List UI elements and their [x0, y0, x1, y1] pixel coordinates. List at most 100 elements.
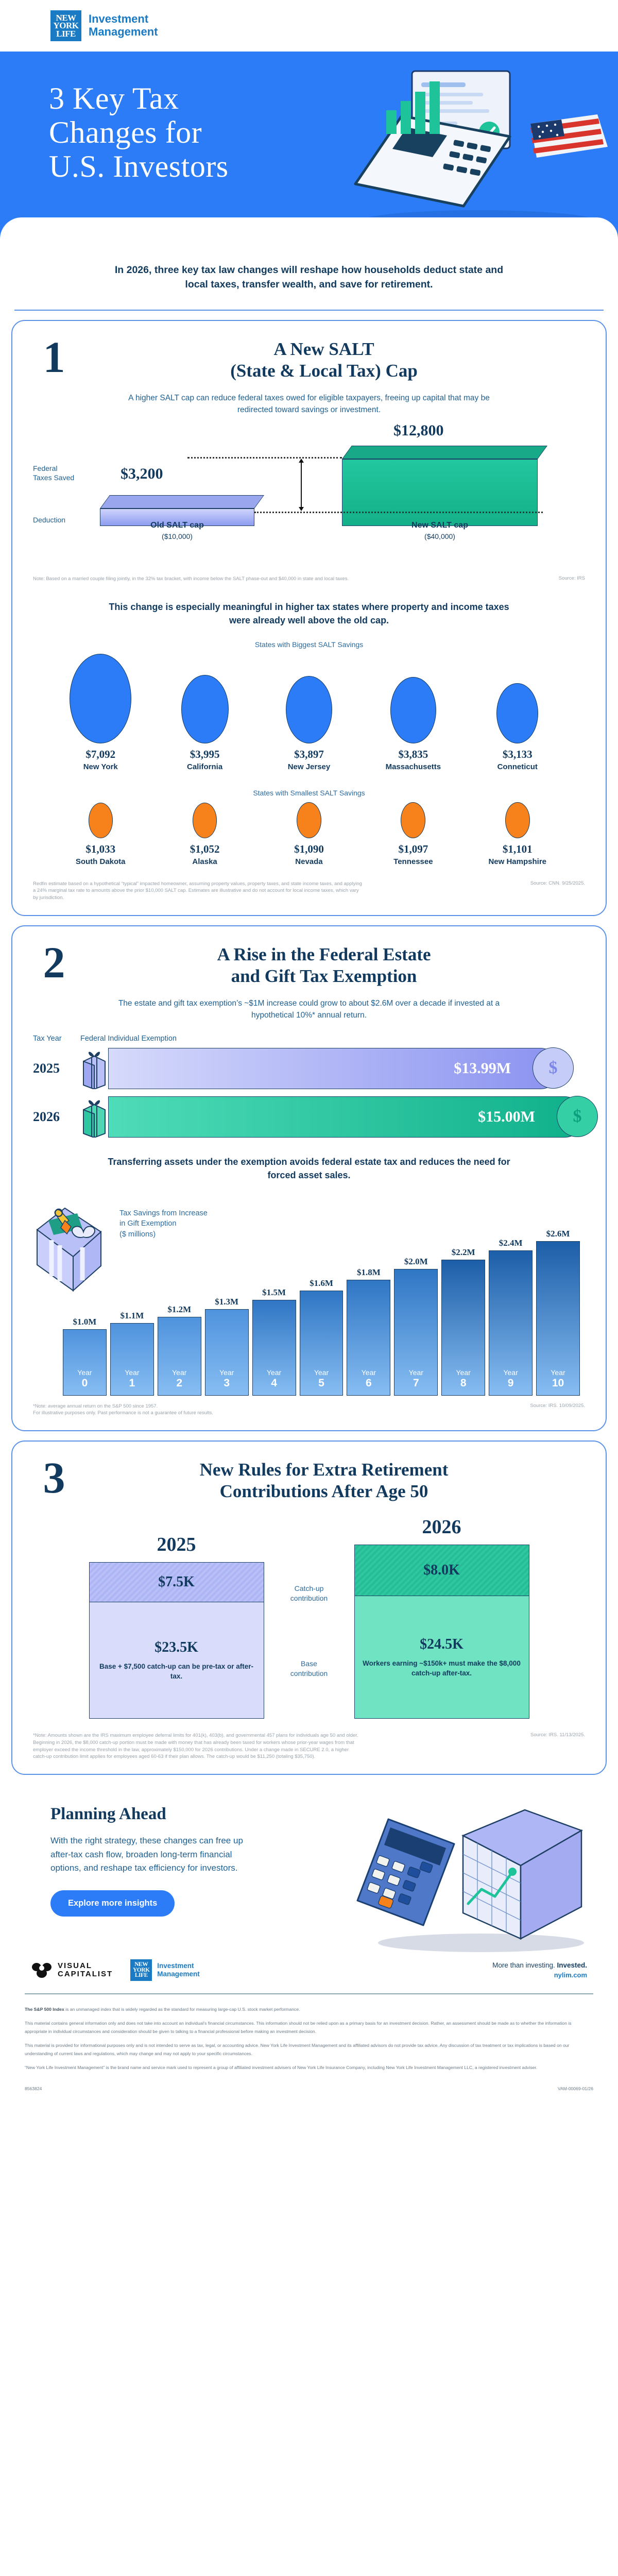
hero-bottom-curve: [0, 217, 618, 247]
coin-icon-teal: $: [557, 1096, 598, 1138]
tick-word: Year: [77, 1368, 92, 1377]
gift-box-icon-teal: [83, 1100, 106, 1138]
gift-chart-bar-tick: Year 9: [489, 1368, 532, 1390]
old-salt-cap-amount: ($10,000): [162, 532, 193, 541]
state-bubble-name: Massachusetts: [385, 762, 441, 771]
gift-chart-bar-column: $2.6M Year 10: [536, 1210, 580, 1396]
section-3-retirement-contributions: 3 New Rules for Extra Retirement Contrib…: [11, 1440, 607, 1775]
gift-chart-bar: Year 3: [204, 1309, 249, 1396]
new-salt-cap-amount: ($40,000): [424, 532, 455, 541]
section-1-source: Source: IRS: [558, 575, 585, 582]
old-salt-cap-label: Old SALT cap ($10,000): [100, 521, 254, 540]
section-2-source: Source: IRS. 10/09/2025.: [530, 1402, 585, 1409]
section-3-footnote: *Note: Amounts shown are the IRS maximum…: [33, 1733, 358, 1760]
estate-row-2025: 2025 $13.99M $: [33, 1047, 585, 1090]
new-salt-cap-label-text: New SALT cap: [411, 521, 468, 530]
section-2-title: A Rise in the Federal Estate and Gift Ta…: [83, 944, 585, 987]
gift-chart-bar-column: $1.2M Year 2: [157, 1210, 201, 1396]
open-gift-box-with-keys-icon: [36, 1207, 102, 1292]
gift-chart-bar: Year 5: [299, 1290, 344, 1396]
tick-number: 7: [413, 1377, 419, 1389]
salt-comparison-chart: Federal Taxes Saved Deduction $3,200 $12…: [33, 422, 585, 541]
estate-col-tax-year: Tax Year: [33, 1035, 62, 1043]
state-bubble-shape: [88, 803, 113, 838]
tick-number: 6: [366, 1377, 372, 1389]
state-bubble-name: Nevada: [295, 857, 323, 866]
section-1-subtitle: A higher SALT cap can reduce federal tax…: [128, 393, 490, 414]
gift-chart-bar-tick: Year 5: [300, 1368, 343, 1390]
section-1-note: Note: Based on a married couple filing j…: [33, 576, 349, 582]
intro-divider: [14, 309, 604, 311]
state-bubble-item: $1,033 South Dakota: [59, 803, 142, 866]
page-title: 3 Key Tax Changes for U.S. Investors: [49, 81, 229, 183]
gift-chart-bar-tick: Year 0: [63, 1368, 106, 1390]
gift-chart-bar-column: $2.2M Year 8: [441, 1210, 486, 1396]
intro-paragraph: In 2026, three key tax law changes will …: [114, 264, 504, 291]
state-bubble-name: Alaska: [192, 857, 217, 866]
state-bubble-value: $7,092: [85, 748, 116, 760]
gift-chart-bar: Year 10: [536, 1241, 580, 1396]
section-3-title: New Rules for Extra Retirement Contribut…: [83, 1459, 585, 1502]
section-3-number: 3: [43, 1453, 65, 1503]
gift-chart-bar: Year 1: [110, 1323, 154, 1396]
footer-tagline-plain: More than investing.: [492, 1961, 557, 1970]
section-2-subtitle: The estate and gift tax exemption’s ~$1M…: [118, 998, 500, 1020]
section-2-note-line-2: For illustrative purposes only. Past per…: [33, 1410, 213, 1416]
retirement-stacked-chart: 2025 $7.5K $23.5K Base + $7,500 catch-up…: [33, 1516, 585, 1719]
footer-nyl-logo: NEW YORK LIFE Investment Management: [130, 1959, 200, 1981]
gift-chart-bar: Year 4: [252, 1299, 296, 1396]
gift-chart-bar-label: $2.4M: [499, 1238, 523, 1248]
page-title-line-3: U.S. Investors: [49, 149, 229, 183]
state-bubble-item: $1,101 New Hampshire: [476, 802, 559, 866]
state-bubble-name: New Jersey: [287, 762, 331, 771]
retirement-center-labels: Catch-up contribution Base contribution: [264, 1541, 354, 1719]
brand-wordmark-line-1: Investment: [89, 12, 149, 26]
tick-word: Year: [551, 1368, 565, 1377]
state-bubble-name: California: [186, 762, 223, 771]
gift-box-icon-purple: [83, 1052, 106, 1090]
disclaimer-1-lead: The S&P 500 Index: [25, 2007, 64, 2012]
base-value-2026: $24.5K: [420, 1636, 464, 1653]
estate-row-2026: 2026 $15.00M $: [33, 1096, 598, 1138]
footer-nyl-mark: NEW YORK LIFE: [130, 1959, 152, 1981]
footer-tagline: More than investing. Invested.: [492, 1961, 587, 1969]
planning-illustration-calculator-chart: [356, 1809, 584, 1953]
state-bubble-value: $1,033: [85, 842, 116, 855]
section-2-note: *Note: average annual return on the S&P …: [33, 1403, 213, 1417]
footer-url[interactable]: nylim.com: [554, 1971, 587, 1979]
section-2-number: 2: [43, 937, 65, 987]
gift-chart-bar: Year 7: [394, 1268, 438, 1396]
gift-chart-bar-column: $1.5M Year 4: [252, 1210, 296, 1396]
state-bubble-shape: [181, 674, 229, 743]
tick-word: Year: [266, 1368, 282, 1377]
estate-col-exemption: Federal Individual Exemption: [80, 1035, 177, 1043]
gift-chart-bar-label: $1.5M: [262, 1287, 286, 1297]
gift-chart-bar-tick: Year 7: [394, 1368, 437, 1390]
gift-chart-bar-label: $1.8M: [356, 1267, 381, 1277]
gift-chart-bar-label: $1.0M: [73, 1316, 97, 1327]
base-value-2025: $23.5K: [154, 1639, 198, 1656]
explore-more-insights-button[interactable]: Explore more insights: [50, 1890, 175, 1917]
base-note-2025: Base + $7,500 catch-up can be pre-tax or…: [99, 1663, 253, 1680]
section-2-emphasis: Transferring assets under the exemption …: [108, 1157, 510, 1181]
section-1-note-row: Note: Based on a married couple filing j…: [33, 575, 585, 583]
section-2-estate-gift-exemption: 2 A Rise in the Federal Estate and Gift …: [11, 925, 607, 1432]
tick-number: 1: [129, 1377, 135, 1389]
state-bubble-value: $1,101: [502, 842, 533, 855]
disclaimer-1-rest: is an unmanaged index that is widely reg…: [64, 2007, 300, 2012]
base-label-line-2: contribution: [290, 1669, 328, 1677]
gift-chart-bar-label: $1.1M: [120, 1310, 144, 1320]
section-3-title-line-1: New Rules for Extra Retirement: [199, 1460, 449, 1480]
catchup-segment-2026: $8.0K: [354, 1545, 529, 1597]
section-1-title-line-2: (State & Local Tax) Cap: [230, 360, 418, 381]
footer-nyl-line-2: Management: [157, 1970, 200, 1978]
section-2-note-line-1: *Note: average annual return on the S&P …: [33, 1403, 158, 1409]
gift-chart-bar-column: $1.6M Year 5: [299, 1210, 344, 1396]
tick-word: Year: [172, 1368, 187, 1377]
footer-nyl-wordmark: Investment Management: [157, 1962, 200, 1978]
gift-exemption-growth-chart: Tax Savings from Increase in Gift Exempt…: [33, 1190, 585, 1396]
gift-chart-bar-tick: Year 8: [442, 1368, 485, 1390]
base-note-2026: Workers earning ~$150k+ must make the $8…: [363, 1659, 521, 1677]
section-1-salt-cap: 1 A New SALT (State & Local Tax) Cap A h…: [11, 319, 607, 916]
section-2-note-row: *Note: average annual return on the S&P …: [33, 1403, 585, 1417]
